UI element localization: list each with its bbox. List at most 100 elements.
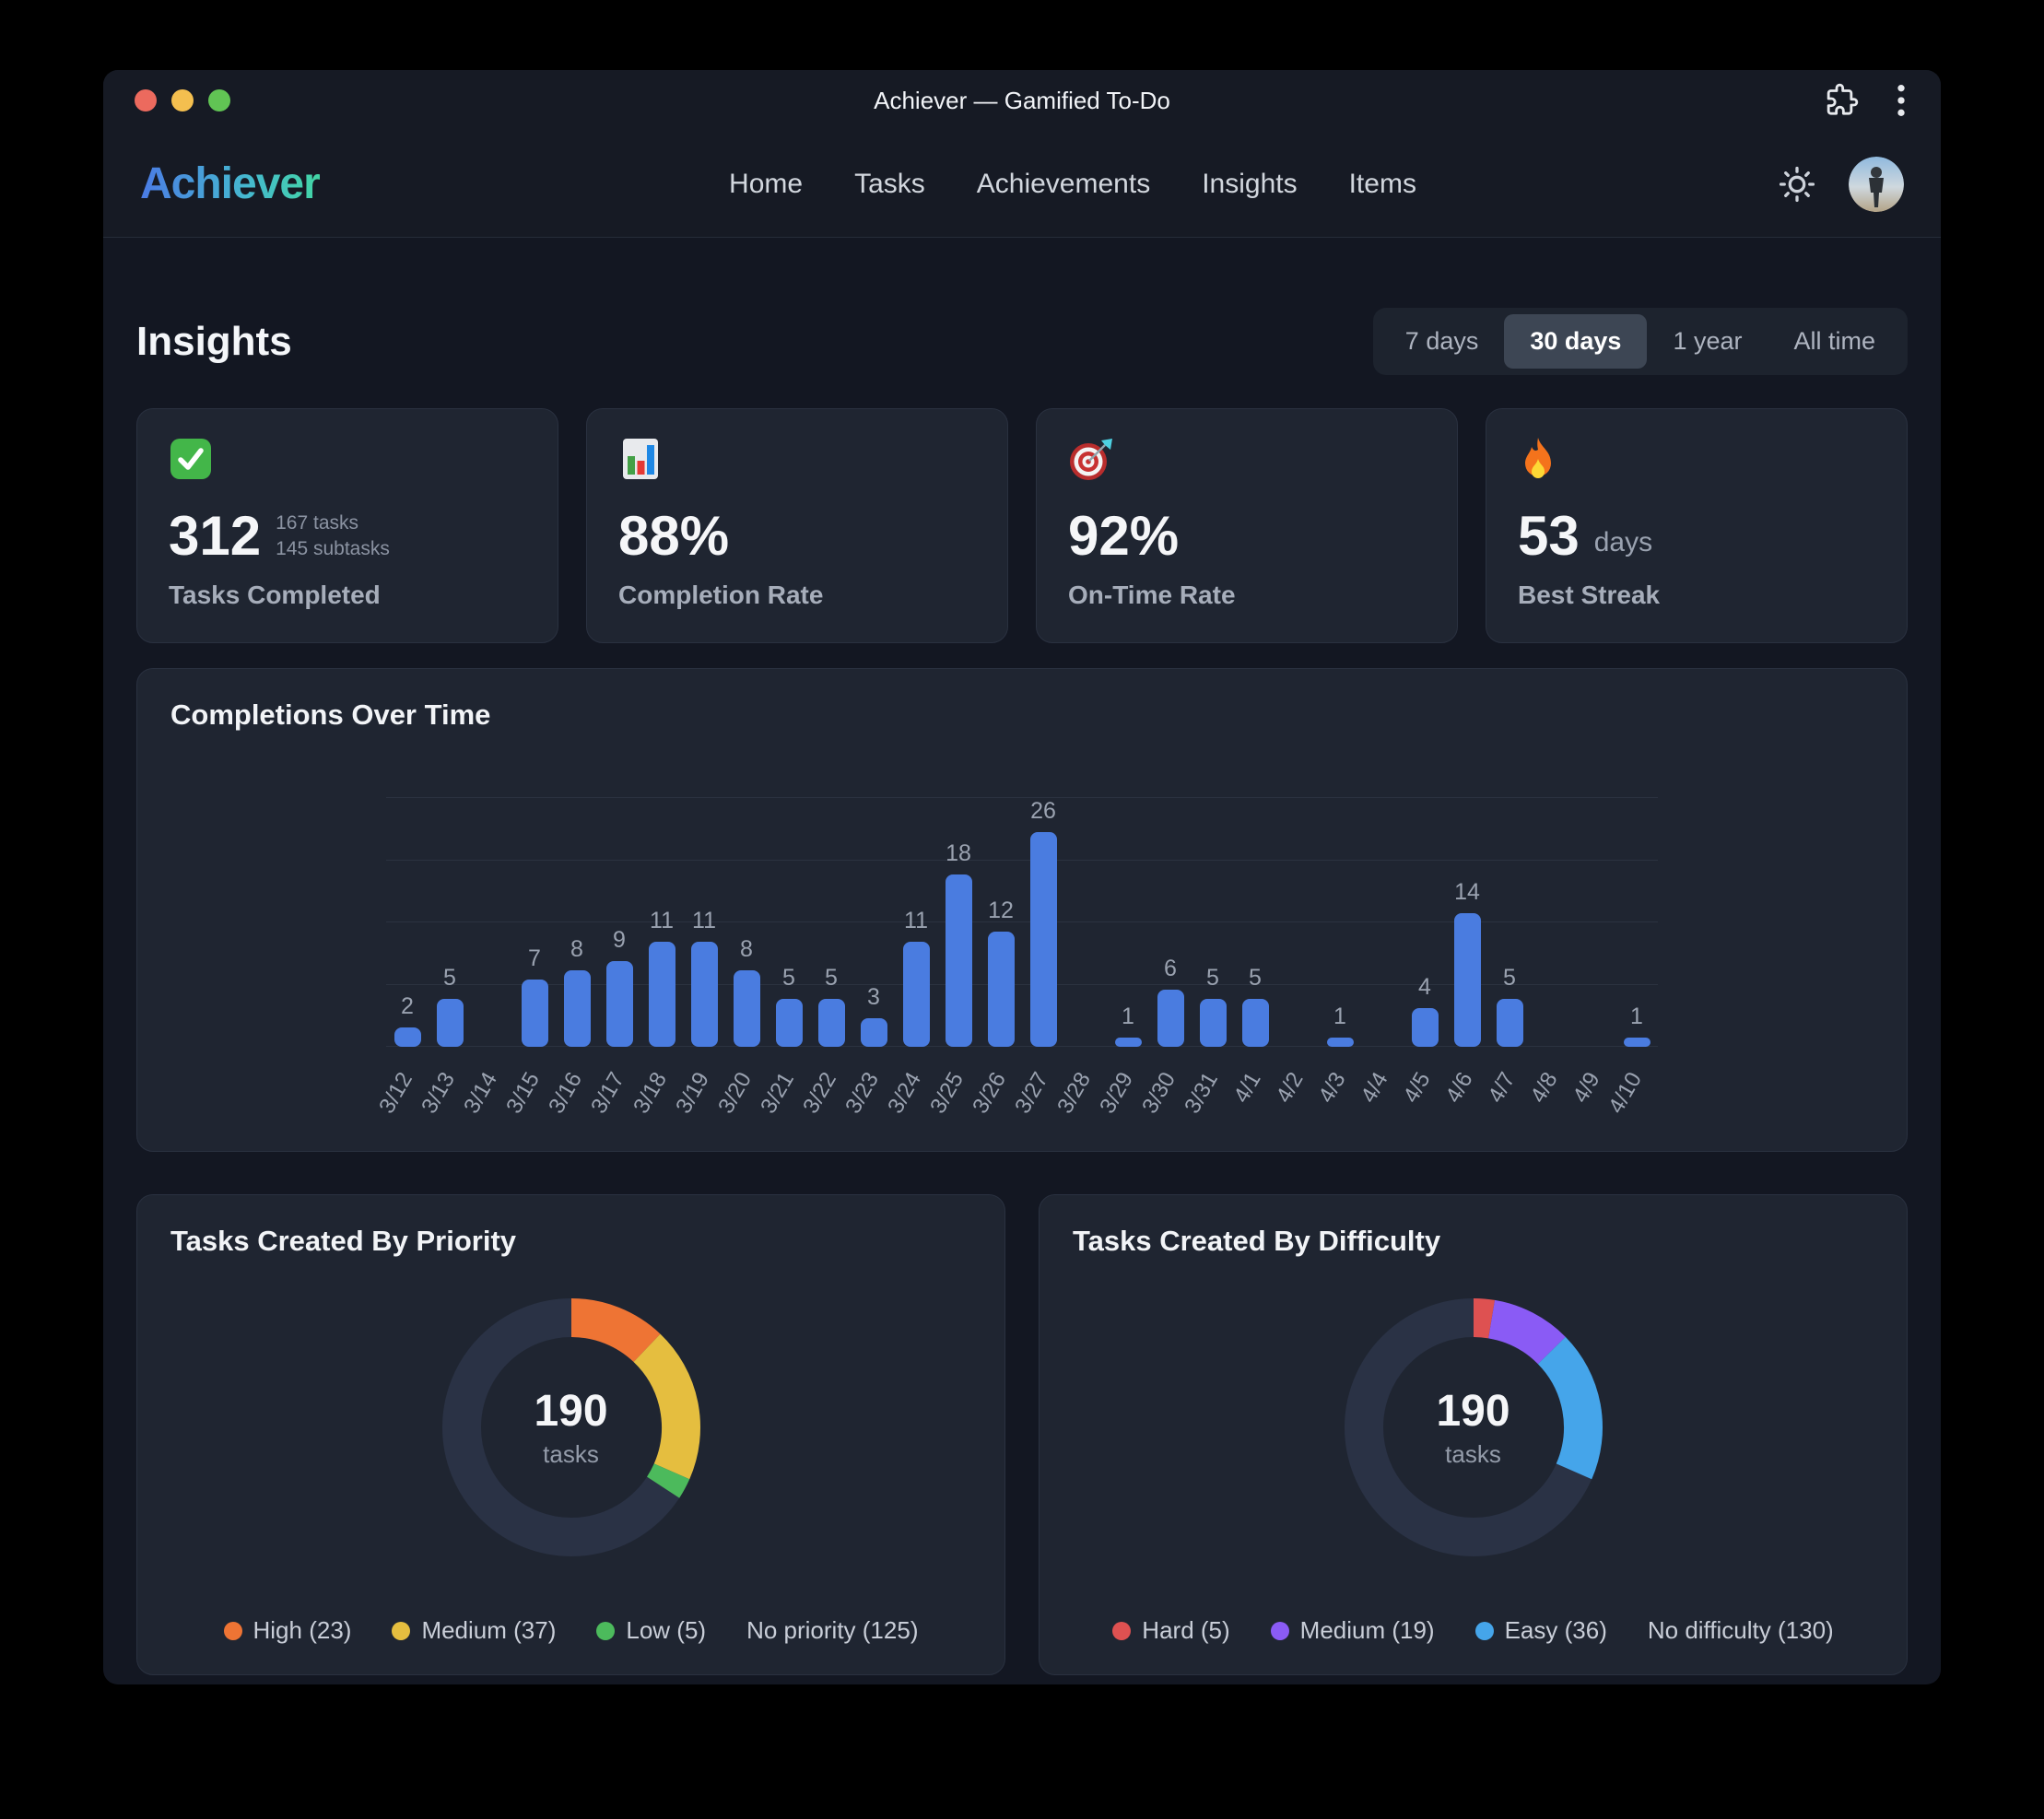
bar-slot xyxy=(1064,798,1107,1047)
app-logo[interactable]: Achiever xyxy=(140,159,321,208)
bar-slot: 11 xyxy=(895,798,937,1047)
x-tick-label: 4/2 xyxy=(1271,1068,1309,1108)
priority-legend: High (23) Medium (37) Low (5) No priority (… xyxy=(170,1616,971,1645)
legend-item-medium: Medium (37) xyxy=(392,1616,556,1645)
bar-value-label: 5 xyxy=(782,965,795,992)
donut-segment-medium[interactable] xyxy=(632,1333,700,1480)
bar-value-label: 11 xyxy=(904,907,928,933)
legend-item-hard: Hard (5) xyxy=(1112,1616,1230,1645)
bar-3/21[interactable] xyxy=(775,999,803,1047)
legend-dot xyxy=(223,1621,242,1640)
bar-value-label: 5 xyxy=(825,965,838,992)
maximize-window-button[interactable] xyxy=(208,89,230,111)
nav-item-insights[interactable]: Insights xyxy=(1202,168,1298,199)
donut-segment-easy[interactable] xyxy=(1536,1336,1603,1480)
range-1-year[interactable]: 1 year xyxy=(1647,314,1768,369)
bar-3/22[interactable] xyxy=(817,999,845,1047)
bar-value-label: 5 xyxy=(1503,965,1516,992)
navbar: Achiever Home Tasks Achievements Insight… xyxy=(103,131,1941,238)
gridline xyxy=(386,983,1658,985)
user-avatar[interactable] xyxy=(1849,156,1904,212)
bar-value-label: 2 xyxy=(401,993,414,1020)
range-30-days[interactable]: 30 days xyxy=(1504,314,1648,369)
bar-3/18[interactable] xyxy=(648,941,675,1047)
bar-slot: 12 xyxy=(980,798,1022,1047)
donut-segment-medium[interactable] xyxy=(1486,1299,1566,1365)
bar-3/24[interactable] xyxy=(902,941,930,1047)
legend-dot xyxy=(1112,1621,1132,1640)
titlebar: Achiever — Gamified To-Do xyxy=(103,70,1941,131)
bar-3/16[interactable] xyxy=(563,969,591,1047)
bar-3/31[interactable] xyxy=(1199,999,1227,1047)
bar-slot: 4 xyxy=(1404,798,1446,1047)
bar-slot: 3 xyxy=(852,798,895,1047)
minimize-window-button[interactable] xyxy=(171,89,194,111)
bar-slot: 14 xyxy=(1446,798,1488,1047)
bar-slot: 6 xyxy=(1149,798,1192,1047)
legend-item-medium: Medium (19) xyxy=(1270,1616,1435,1645)
bar-4/3[interactable] xyxy=(1326,1037,1354,1047)
bar-3/13[interactable] xyxy=(436,999,464,1047)
bar-slot: 9 xyxy=(598,798,640,1047)
x-tick-label: 4/5 xyxy=(1398,1068,1436,1108)
bar-chart-icon xyxy=(618,437,976,485)
stat-label: Tasks Completed xyxy=(169,581,381,609)
theme-toggle-sun-icon[interactable] xyxy=(1777,164,1817,205)
x-tick-label: 3/12 xyxy=(374,1068,418,1118)
bar-3/15[interactable] xyxy=(521,980,548,1047)
window-title: Achiever — Gamified To-Do xyxy=(874,86,1170,114)
bar-slot xyxy=(1276,798,1319,1047)
range-all-time[interactable]: All time xyxy=(1768,314,1901,369)
bar-value-label: 11 xyxy=(692,907,716,933)
donut-segment-low[interactable] xyxy=(646,1462,689,1498)
stat-label: Completion Rate xyxy=(618,581,824,609)
donut-segment-high[interactable] xyxy=(570,1298,661,1363)
legend-dot xyxy=(1270,1621,1289,1640)
bar-slot: 5 xyxy=(1488,798,1531,1047)
bar-3/12[interactable] xyxy=(394,1027,421,1047)
x-tick-label: 4/3 xyxy=(1313,1068,1351,1108)
priority-donut-chart: 190 tasks xyxy=(433,1289,710,1566)
insights-page: Insights 7 days 30 days 1 year All time … xyxy=(103,308,1941,1675)
x-tick-label: 4/9 xyxy=(1568,1068,1605,1108)
nav-item-tasks[interactable]: Tasks xyxy=(854,168,925,199)
bar-3/26[interactable] xyxy=(987,932,1015,1047)
x-tick-label: 4/6 xyxy=(1440,1068,1478,1108)
bar-value-label: 12 xyxy=(988,898,1014,924)
bar-4/7[interactable] xyxy=(1496,999,1523,1047)
gridline xyxy=(386,797,1658,798)
bar-3/23[interactable] xyxy=(860,1017,887,1047)
gridline xyxy=(386,1046,1658,1047)
extensions-puzzle-icon[interactable] xyxy=(1823,82,1860,119)
bar-3/27[interactable] xyxy=(1029,832,1057,1047)
x-tick-label: 4/7 xyxy=(1483,1068,1521,1108)
range-7-days[interactable]: 7 days xyxy=(1380,314,1505,369)
gridline xyxy=(386,859,1658,861)
bar-3/29[interactable] xyxy=(1114,1037,1142,1047)
bar-slot: 1 xyxy=(1319,798,1361,1047)
chart-title: Tasks Created By Difficulty xyxy=(1073,1225,1441,1257)
bar-slot: 5 xyxy=(1192,798,1234,1047)
check-mark-icon xyxy=(169,437,526,485)
bar-3/17[interactable] xyxy=(605,960,633,1047)
nav-item-items[interactable]: Items xyxy=(1348,168,1416,199)
bar-3/20[interactable] xyxy=(733,969,760,1047)
traffic-lights xyxy=(135,89,230,111)
bar-value-label: 8 xyxy=(740,935,753,962)
bar-slot: 1 xyxy=(1615,798,1658,1047)
donut-segment-hard[interactable] xyxy=(1473,1298,1495,1339)
time-range-selector: 7 days 30 days 1 year All time xyxy=(1372,308,1908,375)
kebab-menu-icon[interactable] xyxy=(1895,82,1908,119)
bar-3/25[interactable] xyxy=(945,874,972,1047)
nav-item-home[interactable]: Home xyxy=(729,168,804,199)
bar-3/30[interactable] xyxy=(1157,989,1184,1047)
bar-slot: 8 xyxy=(725,798,768,1047)
nav-item-achievements[interactable]: Achievements xyxy=(976,168,1151,199)
bar-3/19[interactable] xyxy=(690,941,718,1047)
bar-4/5[interactable] xyxy=(1411,1008,1439,1047)
close-window-button[interactable] xyxy=(135,89,157,111)
bar-4/1[interactable] xyxy=(1241,999,1269,1047)
bar-4/6[interactable] xyxy=(1453,912,1481,1047)
bar-value-label: 14 xyxy=(1454,878,1480,905)
bar-4/10[interactable] xyxy=(1623,1037,1650,1047)
